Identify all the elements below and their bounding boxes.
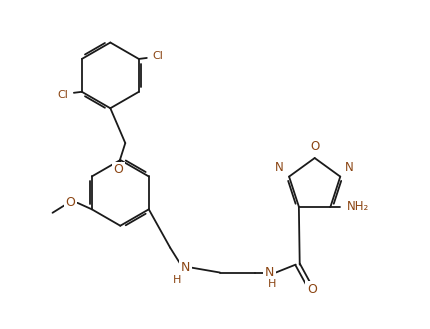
Text: N: N <box>180 261 189 274</box>
Text: N: N <box>275 161 283 174</box>
Text: O: O <box>309 140 319 153</box>
Text: O: O <box>113 164 123 176</box>
Text: H: H <box>267 280 275 290</box>
Text: H: H <box>172 274 181 285</box>
Text: N: N <box>344 161 353 174</box>
Text: N: N <box>264 266 274 279</box>
Text: Cl: Cl <box>152 51 163 61</box>
Text: NH₂: NH₂ <box>347 200 369 213</box>
Text: O: O <box>65 196 75 209</box>
Text: O: O <box>306 283 316 296</box>
Text: Cl: Cl <box>57 90 68 100</box>
